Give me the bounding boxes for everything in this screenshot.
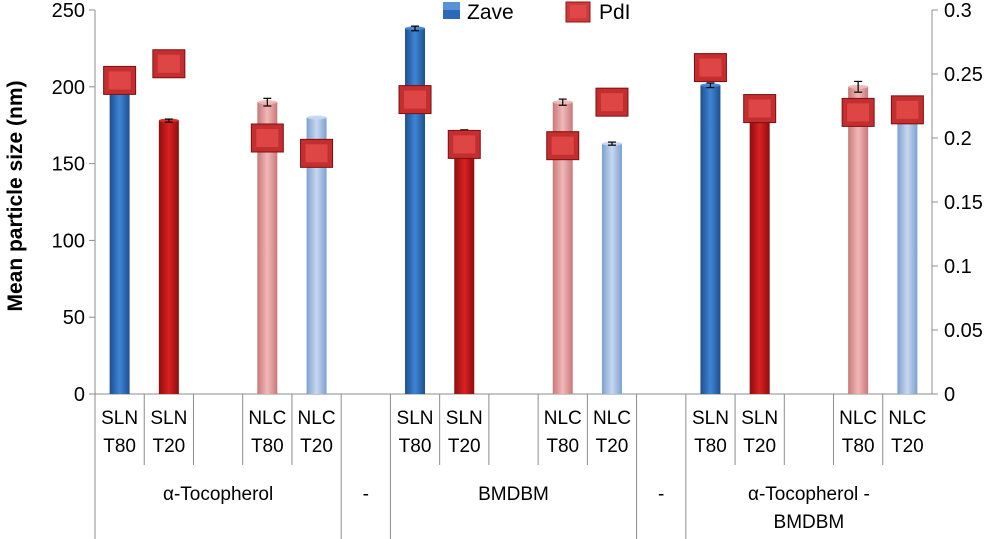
category-label-line1: NLC xyxy=(544,408,582,429)
y-axis-ticks: 0 50 100 150 200 250 xyxy=(52,0,95,406)
y2-tick-label: 0.3 xyxy=(944,0,972,22)
group-label: - xyxy=(658,484,664,505)
y-tick-label: 100 xyxy=(52,230,85,252)
group-label: BMDBM xyxy=(478,484,549,505)
category-label-line1: SLN xyxy=(741,408,778,429)
y2-tick-label: 0.15 xyxy=(944,192,983,214)
bar xyxy=(897,117,918,395)
pdi-marker xyxy=(250,123,284,153)
bar xyxy=(306,117,327,395)
group-label: BMDBM xyxy=(774,512,845,533)
bar xyxy=(257,102,278,394)
pdi-marker xyxy=(743,94,777,124)
group-labels: α-Tocopherol - BMDBM - α-Tocopherol - BMDBM xyxy=(163,465,870,539)
category-label-line2: T20 xyxy=(448,436,481,457)
category-labels: SLN T80 SLN T20 NLC T80 NLC T20 SLN T80 SLN T20 NLC T… xyxy=(101,394,926,465)
legend-pdi-label: PdI xyxy=(599,1,631,24)
bar xyxy=(552,102,573,394)
y-tick-label: 150 xyxy=(52,154,85,176)
pdi-marker xyxy=(300,138,334,168)
bar xyxy=(109,91,130,395)
y2-tick-label: 0.1 xyxy=(944,256,972,278)
legend: Zave PdI xyxy=(443,1,631,24)
category-label-line2: T80 xyxy=(694,436,727,457)
bar xyxy=(848,86,869,395)
pdi-marker xyxy=(841,97,875,127)
category-label-line1: NLC xyxy=(248,408,286,429)
category-label-line1: SLN xyxy=(150,408,187,429)
plot-frame xyxy=(94,10,933,539)
bar xyxy=(601,143,622,394)
category-label-line2: T20 xyxy=(596,436,629,457)
group-label: - xyxy=(363,484,369,505)
y-tick-label: 50 xyxy=(63,307,85,329)
bar xyxy=(405,28,426,394)
bar xyxy=(749,109,770,394)
category-label-line2: T80 xyxy=(399,436,432,457)
category-label-line1: SLN xyxy=(397,408,434,429)
bar xyxy=(158,120,179,394)
category-label-line1: NLC xyxy=(593,408,631,429)
pdi-marker xyxy=(693,53,727,83)
pdi-marker xyxy=(398,85,432,115)
pdi-marker xyxy=(103,65,137,95)
category-label-line2: T80 xyxy=(103,436,136,457)
y2-tick-label: 0.05 xyxy=(944,320,983,342)
pdi-marker xyxy=(595,87,629,117)
group-label: α-Tocopherol - xyxy=(748,484,870,505)
y2-tick-label: 0.2 xyxy=(944,128,972,150)
y-axis-title: Mean particle size (nm) xyxy=(4,80,27,311)
y2-axis-ticks: 0 0.05 0.1 0.15 0.2 0.25 0.3 xyxy=(932,0,983,406)
pdi-marker xyxy=(152,49,186,79)
group-label: α-Tocopherol xyxy=(163,484,273,505)
category-label-line1: SLN xyxy=(446,408,483,429)
category-label-line1: NLC xyxy=(298,408,336,429)
y-tick-label: 0 xyxy=(74,384,85,406)
bars xyxy=(109,26,918,395)
bar xyxy=(454,132,475,394)
pdi-marker xyxy=(890,95,924,125)
bar xyxy=(700,85,721,394)
category-label-line1: SLN xyxy=(101,408,138,429)
bar-cap xyxy=(306,115,327,120)
category-label-line2: T80 xyxy=(842,436,875,457)
y-tick-label: 250 xyxy=(52,0,85,22)
category-label-line2: T20 xyxy=(300,436,333,457)
category-label-line2: T20 xyxy=(152,436,185,457)
category-label-line1: NLC xyxy=(888,408,926,429)
pdi-markers xyxy=(103,49,924,168)
category-label-line1: NLC xyxy=(839,408,877,429)
legend-zave-label: Zave xyxy=(467,1,514,24)
category-label-line2: T80 xyxy=(546,436,579,457)
category-label-line2: T20 xyxy=(891,436,924,457)
y-tick-label: 200 xyxy=(52,77,85,99)
pdi-marker xyxy=(546,131,580,161)
category-label-line2: T80 xyxy=(251,436,284,457)
category-label-line2: T20 xyxy=(743,436,776,457)
y2-tick-label: 0 xyxy=(944,384,955,406)
legend-pdi-marker xyxy=(565,1,591,23)
y2-tick-label: 0.25 xyxy=(944,64,983,86)
legend-zave-marker xyxy=(443,2,460,19)
pdi-marker xyxy=(447,129,481,159)
category-label-line1: SLN xyxy=(692,408,729,429)
